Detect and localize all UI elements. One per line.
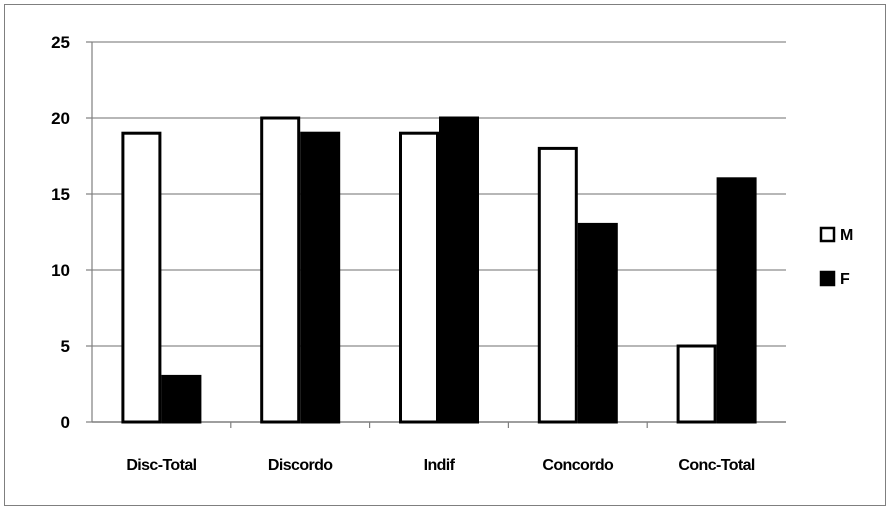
bar-m: [676, 344, 717, 424]
bar-m: [399, 131, 439, 424]
x-category-label: Disc-Total: [126, 457, 196, 474]
bar-f: [577, 222, 618, 424]
bar-m: [121, 131, 162, 424]
bars: [121, 116, 757, 424]
x-category-label: Discordo: [268, 457, 333, 474]
bar-f: [716, 177, 757, 424]
legend-swatch-m: [819, 226, 836, 243]
legend-label-f: F: [840, 271, 850, 288]
y-tick-label: 15: [51, 185, 70, 204]
y-tick-label: 5: [61, 337, 70, 356]
y-axis: 0 5 10 15 20 25: [51, 33, 93, 432]
bar-m: [537, 146, 578, 424]
bar-f: [439, 116, 479, 424]
x-category-label: Conc-Total: [678, 457, 755, 474]
y-tick-label: 0: [61, 413, 70, 432]
bar-f: [300, 131, 341, 424]
y-tick-label: 25: [51, 33, 70, 52]
y-tick-label: 20: [51, 109, 70, 128]
legend: MF: [819, 226, 853, 288]
legend-swatch-f: [819, 270, 836, 287]
x-axis: Disc-Total Discordo Indif Concordo Conc-Tota…: [126, 422, 756, 474]
y-tick-label: 10: [51, 261, 70, 280]
bar-m: [260, 116, 301, 424]
x-category-label: Concordo: [542, 457, 614, 474]
x-category-label: Indif: [424, 457, 456, 474]
legend-label-m: M: [840, 227, 853, 244]
bar-f: [161, 374, 202, 424]
